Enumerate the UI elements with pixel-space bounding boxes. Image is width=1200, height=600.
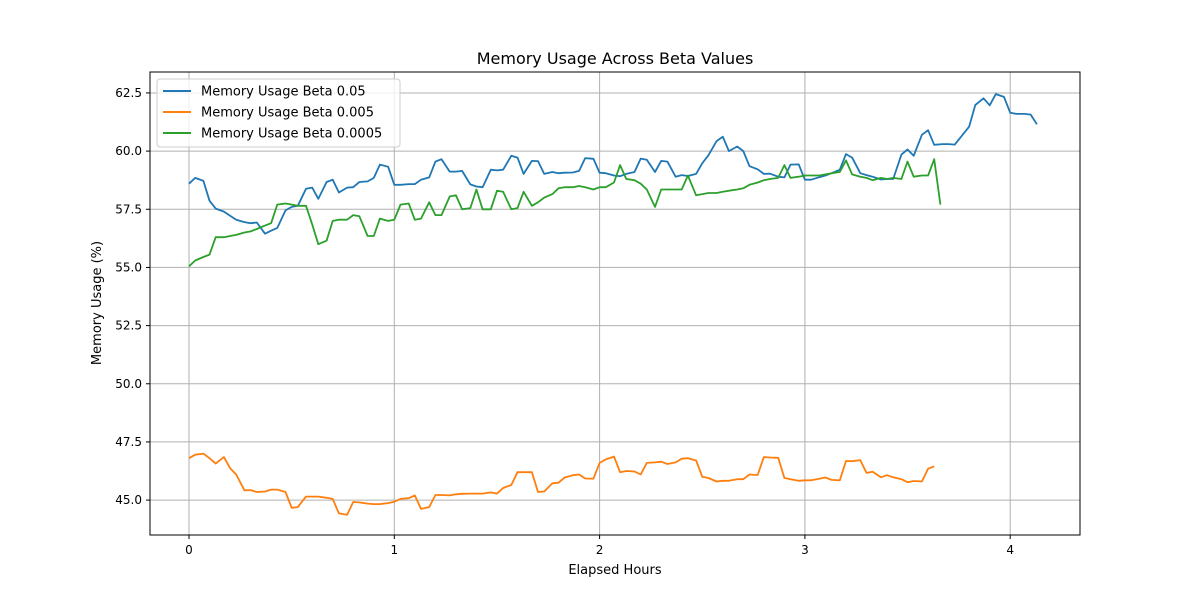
y-tick-label: 50.0 — [115, 377, 142, 391]
x-tick-label: 1 — [390, 543, 398, 557]
series-lines — [188, 93, 1038, 516]
chart-title: Memory Usage Across Beta Values — [477, 49, 754, 68]
x-axis: 0 1 2 3 4 — [185, 535, 1014, 557]
y-tick-label: 47.5 — [115, 435, 142, 449]
x-tick-label: 0 — [185, 543, 193, 557]
x-tick-label: 4 — [1006, 543, 1014, 557]
y-axis-label: Memory Usage (%) — [90, 241, 105, 365]
y-tick-label: 62.5 — [115, 86, 142, 100]
series-line-3 — [188, 158, 942, 267]
legend-label: Memory Usage Beta 0.005 — [201, 106, 374, 121]
y-tick-label: 45.0 — [115, 493, 142, 507]
y-tick-label: 52.5 — [115, 319, 142, 333]
grid-lines — [150, 72, 1080, 535]
x-tick-label: 3 — [801, 543, 809, 557]
y-axis: 45.0 47.5 50.0 52.5 55.0 57.5 60.0 62.5 — [115, 86, 150, 507]
x-tick-label: 2 — [596, 543, 604, 557]
y-tick-label: 55.0 — [115, 260, 142, 274]
plot-area-frame — [149, 71, 1081, 536]
legend-label: Memory Usage Beta 0.0005 — [201, 127, 382, 142]
series-line-2 — [188, 452, 935, 516]
legend-box — [156, 78, 401, 148]
y-tick-label: 57.5 — [115, 202, 142, 216]
legend-label: Memory Usage Beta 0.05 — [201, 85, 366, 100]
legend: Memory Usage Beta 0.05 Memory Usage Beta … — [156, 78, 401, 148]
y-tick-label: 60.0 — [115, 144, 142, 158]
x-axis-label: Elapsed Hours — [568, 563, 662, 578]
